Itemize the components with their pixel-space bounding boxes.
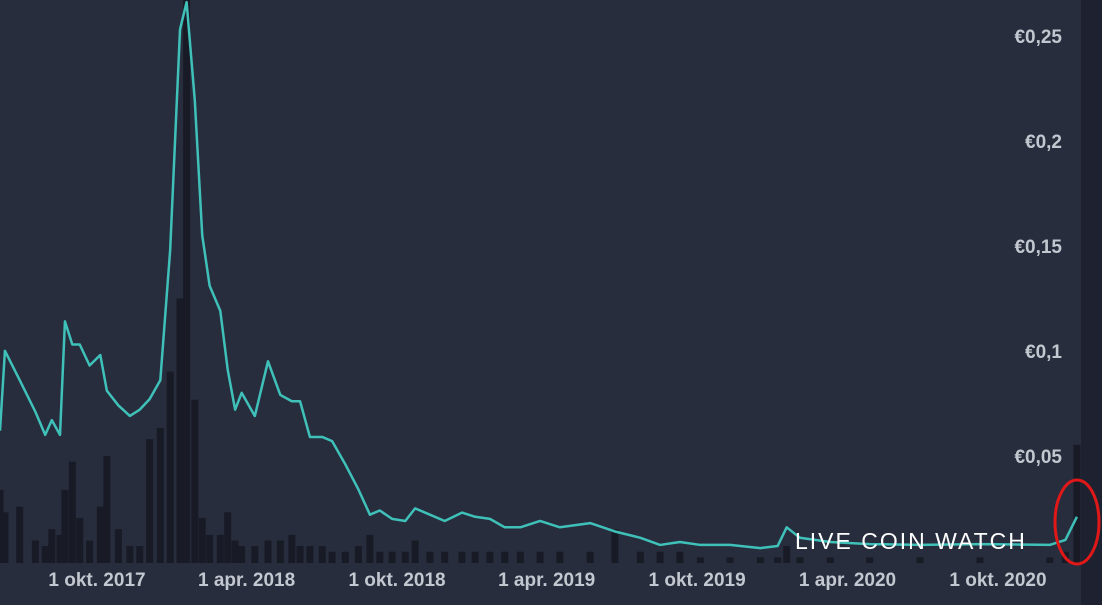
volume-bar <box>238 546 246 563</box>
volume-bar <box>783 546 791 563</box>
volume-bar <box>826 557 834 563</box>
volume-bar <box>328 551 336 563</box>
volume-bar <box>318 546 326 563</box>
volume-bar <box>216 534 224 563</box>
watermark: LIVE COIN WATCH <box>795 528 1027 554</box>
x-tick-label: 1 okt. 2019 <box>649 570 746 591</box>
volume-bar <box>536 551 544 563</box>
volume-bar <box>866 557 874 563</box>
volume-bar <box>1 512 9 563</box>
volume-bar <box>16 506 24 563</box>
volume-bar <box>156 427 164 563</box>
volume-bar <box>41 546 49 563</box>
x-tick-label: 1 apr. 2018 <box>198 570 295 591</box>
volume-bar <box>296 546 304 563</box>
volume-bar <box>426 551 434 563</box>
plot-area <box>0 0 1081 563</box>
volume-bar <box>61 489 69 563</box>
volume-bar <box>103 456 111 563</box>
x-tick-label: 1 okt. 2017 <box>48 570 145 591</box>
volume-bar <box>501 551 509 563</box>
volume-bar <box>774 557 782 563</box>
volume-bar <box>676 551 684 563</box>
x-tick-label: 1 apr. 2020 <box>799 570 896 591</box>
volume-bar <box>556 551 564 563</box>
y-tick-label: €0,1 <box>1025 342 1062 363</box>
volume-bar <box>916 557 924 563</box>
volume-bar <box>1073 444 1081 563</box>
volume-bar <box>176 298 184 563</box>
volume-bar <box>458 551 466 563</box>
y-tick-label: €0,25 <box>1014 27 1062 48</box>
volume-bar <box>401 551 409 563</box>
volume-bar <box>166 371 174 563</box>
volume-bar <box>1046 557 1054 563</box>
volume-bar <box>341 551 349 563</box>
annotation-circle <box>1053 478 1101 566</box>
volume-bar <box>206 534 214 563</box>
volume-bar <box>366 534 374 563</box>
volume-bar <box>68 461 76 563</box>
volume-bar <box>471 551 479 563</box>
watermark-group: LIVE COIN WATCH <box>795 528 1027 554</box>
volume-bar <box>96 506 104 563</box>
volume-bar <box>288 534 296 563</box>
volume-bar <box>48 529 56 563</box>
scrollbar-strip <box>1081 0 1102 605</box>
volume-bar <box>183 0 191 563</box>
volume-bar <box>126 546 134 563</box>
volume-bar <box>146 439 154 563</box>
y-tick-label: €0,05 <box>1014 447 1062 468</box>
volume-bar <box>976 557 984 563</box>
volume-bar <box>276 540 284 563</box>
volume-bar <box>76 517 84 563</box>
volume-bar <box>306 546 314 563</box>
volume-bar <box>224 512 232 563</box>
volume-bar <box>388 551 396 563</box>
volume-bar <box>586 551 594 563</box>
volume-bar <box>486 551 494 563</box>
volume-bar <box>231 540 239 563</box>
volume-bar <box>636 551 644 563</box>
y-tick-label: €0,2 <box>1025 132 1062 153</box>
y-tick-label: €0,15 <box>1014 237 1062 258</box>
volume-bar <box>251 546 259 563</box>
volume-bar <box>696 557 704 563</box>
volume-bar <box>56 534 64 563</box>
volume-bar <box>354 546 362 563</box>
x-tick-label: 1 okt. 2020 <box>949 570 1046 591</box>
volume-bar <box>516 551 524 563</box>
volume-bar <box>611 529 619 563</box>
volume-bar <box>441 551 449 563</box>
volume-bar <box>656 551 664 563</box>
volume-bar <box>726 557 734 563</box>
price-line <box>0 0 1079 550</box>
x-tick-label: 1 apr. 2019 <box>498 570 595 591</box>
volume-bar <box>756 557 764 563</box>
volume-bar <box>31 540 39 563</box>
volume-bar <box>411 540 419 563</box>
volume-bar <box>198 517 206 563</box>
volume-bar <box>264 540 272 563</box>
x-tick-label: 1 okt. 2018 <box>348 570 445 591</box>
volume-bar <box>136 546 144 563</box>
volume-bar <box>86 540 94 563</box>
volume-bar <box>114 529 122 563</box>
volume-bar <box>796 557 804 563</box>
volume-bar <box>191 399 199 563</box>
volume-bar <box>376 551 384 563</box>
